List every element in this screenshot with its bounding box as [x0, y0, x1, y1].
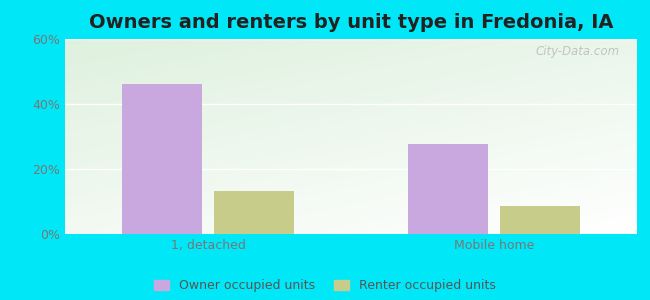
Legend: Owner occupied units, Renter occupied units: Owner occupied units, Renter occupied un…	[149, 274, 501, 297]
Bar	[500, 206, 580, 234]
Text: City-Data.com: City-Data.com	[536, 45, 620, 58]
Bar	[214, 191, 294, 234]
Title: Owners and renters by unit type in Fredonia, IA: Owners and renters by unit type in Fredo…	[89, 13, 613, 32]
Bar	[122, 84, 202, 234]
Bar	[408, 144, 488, 234]
